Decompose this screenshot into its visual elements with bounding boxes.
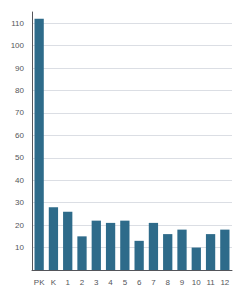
svg-text:1: 1 <box>65 278 70 287</box>
svg-text:5: 5 <box>123 278 128 287</box>
svg-text:K: K <box>51 278 57 287</box>
svg-text:8: 8 <box>165 278 170 287</box>
svg-text:7: 7 <box>151 278 156 287</box>
svg-text:PK: PK <box>34 278 45 287</box>
svg-text:11: 11 <box>206 278 215 287</box>
svg-text:4: 4 <box>108 278 113 287</box>
svg-text:10: 10 <box>192 278 201 287</box>
svg-text:9: 9 <box>180 278 185 287</box>
svg-text:50: 50 <box>15 153 24 162</box>
svg-text:10: 10 <box>15 243 24 252</box>
svg-text:20: 20 <box>15 221 24 230</box>
svg-text:60: 60 <box>15 131 24 140</box>
svg-text:6: 6 <box>137 278 142 287</box>
svg-text:70: 70 <box>15 108 24 117</box>
svg-text:3: 3 <box>94 278 99 287</box>
svg-text:80: 80 <box>15 86 24 95</box>
svg-text:12: 12 <box>220 278 229 287</box>
svg-text:110: 110 <box>11 19 24 28</box>
svg-text:40: 40 <box>15 176 24 185</box>
svg-text:90: 90 <box>15 64 24 73</box>
svg-text:2: 2 <box>80 278 85 287</box>
svg-text:100: 100 <box>11 41 25 50</box>
svg-text:30: 30 <box>15 198 24 207</box>
